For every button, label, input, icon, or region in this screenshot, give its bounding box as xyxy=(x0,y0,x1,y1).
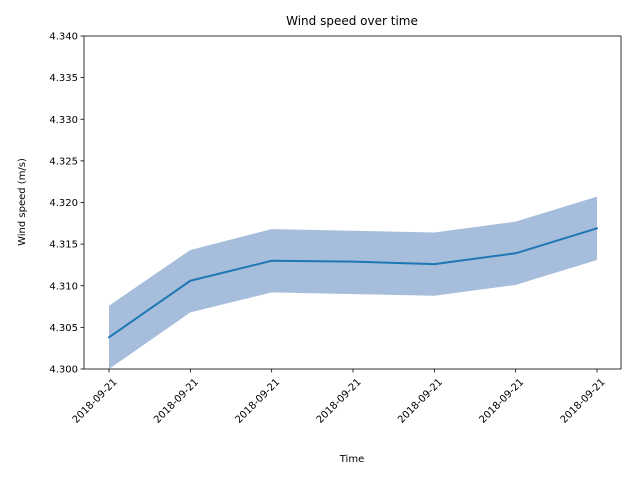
x-tick-label: 2018-09-21 xyxy=(152,377,201,426)
x-axis: 2018-09-21 2018-09-21 2018-09-21 2018-09-21… xyxy=(71,369,608,426)
y-tick-label: 4.320 xyxy=(49,198,78,209)
y-tick-label: 4.330 xyxy=(49,115,78,126)
chart-title: Wind speed over time xyxy=(286,14,418,28)
y-tick-label: 4.325 xyxy=(49,156,78,167)
y-tick-label: 4.340 xyxy=(49,32,78,43)
x-tick-label: 2018-09-21 xyxy=(71,377,120,426)
y-tick-label: 4.305 xyxy=(49,323,78,334)
series-line xyxy=(108,227,598,339)
y-tick-label: 4.335 xyxy=(49,73,78,84)
y-tick-label: 4.300 xyxy=(49,365,78,376)
x-tick-label: 2018-09-21 xyxy=(396,377,445,426)
x-tick-label: 2018-09-21 xyxy=(477,377,526,426)
y-tick-label: 4.315 xyxy=(49,240,78,251)
x-tick-label: 2018-09-21 xyxy=(233,377,282,426)
x-tick-label: 2018-09-21 xyxy=(559,377,608,426)
x-tick-label: 2018-09-21 xyxy=(315,377,364,426)
confidence-band xyxy=(109,196,597,369)
y-axis: 4.300 4.305 4.310 4.315 4.320 4.325 4.330 4.335… xyxy=(49,32,84,376)
plot-area xyxy=(108,196,598,369)
x-axis-title: Time xyxy=(339,454,364,465)
y-axis-title: Wind speed (m/s) xyxy=(17,158,28,246)
y-tick-label: 4.310 xyxy=(49,281,78,292)
